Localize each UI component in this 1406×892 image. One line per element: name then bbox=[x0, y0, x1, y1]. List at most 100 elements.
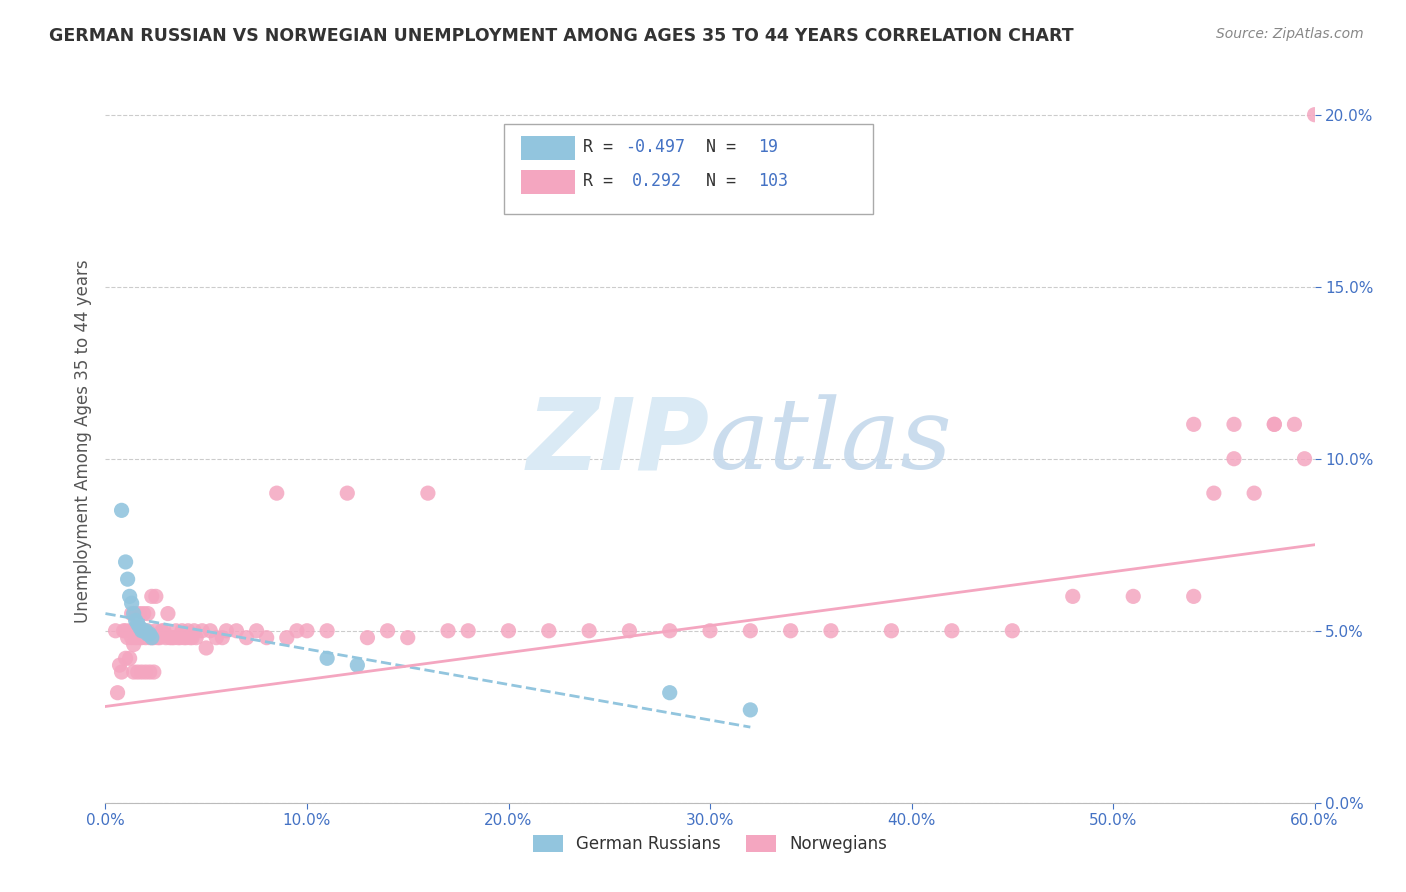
Point bbox=[396, 631, 419, 645]
Point bbox=[141, 631, 163, 645]
Point bbox=[124, 631, 148, 645]
Point bbox=[139, 631, 162, 645]
Point bbox=[122, 638, 145, 652]
Point bbox=[132, 624, 155, 638]
Point bbox=[316, 624, 339, 638]
Text: N =: N = bbox=[686, 137, 745, 156]
Point bbox=[256, 631, 278, 645]
Point bbox=[142, 631, 165, 645]
Point bbox=[110, 503, 132, 517]
Point bbox=[457, 624, 479, 638]
Point bbox=[167, 631, 190, 645]
Point bbox=[136, 624, 159, 638]
Point bbox=[122, 665, 145, 679]
Point bbox=[114, 624, 136, 638]
Point bbox=[658, 686, 681, 700]
Point bbox=[336, 486, 359, 500]
Point bbox=[285, 624, 308, 638]
Point bbox=[135, 665, 157, 679]
Point bbox=[537, 624, 560, 638]
Text: R =: R = bbox=[583, 172, 633, 190]
Point bbox=[170, 624, 193, 638]
Point bbox=[941, 624, 963, 638]
Point bbox=[124, 614, 148, 628]
Point bbox=[578, 624, 600, 638]
Text: GERMAN RUSSIAN VS NORWEGIAN UNEMPLOYMENT AMONG AGES 35 TO 44 YEARS CORRELATION C: GERMAN RUSSIAN VS NORWEGIAN UNEMPLOYMENT… bbox=[49, 27, 1074, 45]
Point bbox=[122, 607, 145, 621]
Point bbox=[1182, 590, 1205, 604]
Point bbox=[173, 631, 195, 645]
Point bbox=[183, 624, 205, 638]
Point bbox=[181, 631, 204, 645]
Point bbox=[141, 590, 163, 604]
Point bbox=[169, 631, 191, 645]
Point bbox=[699, 624, 721, 638]
Point bbox=[145, 624, 167, 638]
Point bbox=[139, 627, 162, 641]
Text: N =: N = bbox=[686, 172, 745, 190]
Point bbox=[121, 631, 143, 645]
Point bbox=[1223, 451, 1246, 466]
Point bbox=[416, 486, 439, 500]
Point bbox=[150, 624, 173, 638]
Point bbox=[437, 624, 460, 638]
Point bbox=[1263, 417, 1285, 432]
Point bbox=[276, 631, 298, 645]
Point bbox=[1001, 624, 1024, 638]
Point bbox=[131, 631, 153, 645]
Point bbox=[114, 651, 136, 665]
Point bbox=[145, 590, 167, 604]
Point bbox=[1202, 486, 1225, 500]
Point bbox=[128, 607, 150, 621]
Point bbox=[1182, 417, 1205, 432]
Point bbox=[1263, 417, 1285, 432]
Point bbox=[346, 658, 368, 673]
Point bbox=[1223, 417, 1246, 432]
Point bbox=[118, 651, 141, 665]
Point bbox=[316, 651, 339, 665]
Point bbox=[186, 631, 208, 645]
Point bbox=[135, 624, 157, 638]
Point bbox=[200, 624, 222, 638]
Point bbox=[117, 631, 139, 645]
Point bbox=[132, 624, 155, 638]
Point bbox=[146, 631, 169, 645]
Legend: German Russians, Norwegians: German Russians, Norwegians bbox=[526, 828, 894, 860]
Point bbox=[179, 631, 201, 645]
Point bbox=[136, 627, 159, 641]
Point bbox=[266, 486, 288, 500]
Point bbox=[131, 624, 153, 638]
Point bbox=[107, 686, 129, 700]
Point bbox=[141, 631, 163, 645]
Point bbox=[498, 624, 520, 638]
Point bbox=[136, 607, 159, 621]
Point bbox=[619, 624, 641, 638]
Point bbox=[114, 555, 136, 569]
Point bbox=[155, 631, 177, 645]
Point bbox=[658, 624, 681, 638]
Point bbox=[128, 620, 150, 634]
Point bbox=[127, 665, 149, 679]
Point bbox=[1062, 590, 1084, 604]
Point bbox=[131, 665, 153, 679]
Point bbox=[191, 624, 214, 638]
Point bbox=[740, 624, 762, 638]
Text: 19: 19 bbox=[758, 137, 779, 156]
Point bbox=[159, 631, 181, 645]
Point bbox=[127, 616, 149, 631]
Point bbox=[1294, 451, 1316, 466]
Point bbox=[142, 665, 165, 679]
Y-axis label: Unemployment Among Ages 35 to 44 years: Unemployment Among Ages 35 to 44 years bbox=[73, 260, 91, 624]
Point bbox=[1284, 417, 1306, 432]
Point bbox=[235, 631, 257, 645]
Point bbox=[117, 572, 139, 586]
Point bbox=[211, 631, 233, 645]
Point bbox=[160, 631, 183, 645]
Point bbox=[135, 631, 157, 645]
Point bbox=[225, 624, 247, 638]
Point bbox=[880, 624, 903, 638]
Point bbox=[215, 624, 238, 638]
Point bbox=[1243, 486, 1265, 500]
Point bbox=[108, 658, 131, 673]
Point bbox=[149, 631, 172, 645]
